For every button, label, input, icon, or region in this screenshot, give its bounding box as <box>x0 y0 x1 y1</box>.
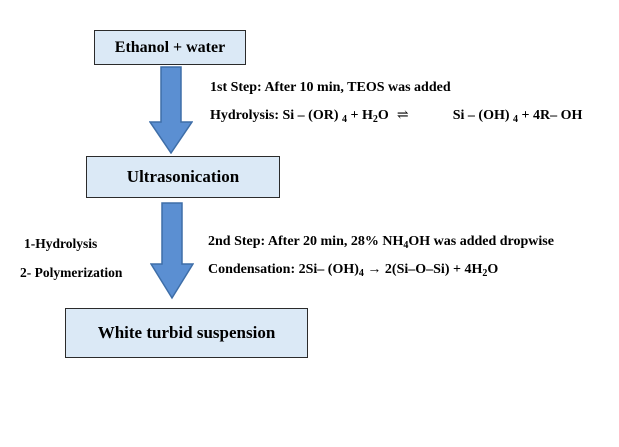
hydrolysis-o: O <box>377 108 389 123</box>
condensation-sub-4: 4 <box>358 268 364 279</box>
left-note-polymerization: 2- Polymerization <box>20 265 123 280</box>
hydrolysis-equation: Hydrolysis: Si – (OR) 4 + H2O ⇌ Si – (OH) … <box>210 107 583 125</box>
condensation-sub-2: 2 <box>482 268 488 279</box>
hydrolysis-sub-2a: 2 <box>372 114 378 125</box>
step2-sub-4: 4 <box>403 240 409 251</box>
ultrasonication-label: Ultrasonication <box>126 167 240 186</box>
hydrolysis-product: Si – (OH) <box>452 108 510 123</box>
condensation-equation: Condensation: 2Si– (OH)4 → 2(Si–O–Si) + … <box>208 262 499 279</box>
down-arrow-1 <box>149 66 193 154</box>
equilibrium-arrow: ⇌ <box>396 108 409 123</box>
ethanol-water-label: Ethanol + water <box>114 38 226 56</box>
left-note-hydrolysis: 1-Hydrolysis <box>24 236 98 251</box>
step2-label: 2nd Step: After 20 min, 28% NH4OH was ad… <box>208 234 554 251</box>
ultrasonication-box: Ultrasonication <box>86 156 280 198</box>
hydrolysis-sub-4a: 4 <box>341 114 347 125</box>
step2-suffix: OH was added dropwise <box>408 234 554 249</box>
hydrolysis-plus-h: + H <box>346 108 373 123</box>
step2-prefix: 2nd Step: After 20 min, 28% NH <box>208 234 404 249</box>
suspension-label: White turbid suspension <box>97 323 276 342</box>
condensation-mid: 2(Si–O–Si) + 4H <box>384 262 483 277</box>
step1-label: 1st Step: After 10 min, TEOS was added <box>210 80 451 95</box>
hydrolysis-tail: + 4R– OH <box>518 108 583 123</box>
down-arrow-2 <box>150 202 194 300</box>
white-turbid-suspension-box: White turbid suspension <box>65 308 308 358</box>
condensation-end: O <box>487 262 499 277</box>
hydrolysis-eq-prefix: Hydrolysis: Si – (OR) <box>210 108 339 123</box>
hydrolysis-sub-4b: 4 <box>513 114 519 125</box>
ethanol-water-box: Ethanol + water <box>94 30 246 65</box>
reaction-arrow: → <box>363 262 385 277</box>
condensation-prefix: Condensation: 2Si– (OH) <box>208 262 359 277</box>
